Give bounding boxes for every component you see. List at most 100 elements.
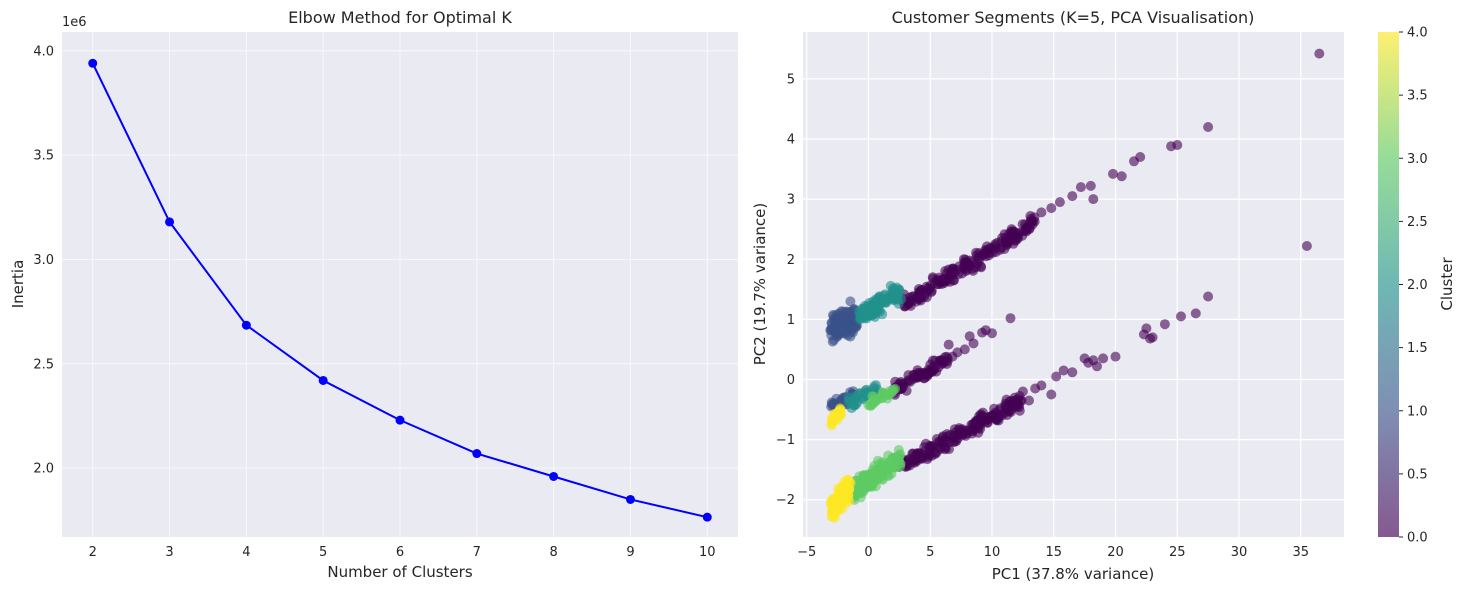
segments-point-cluster-0 <box>1005 313 1016 324</box>
segments-point-cluster-3 <box>882 393 893 404</box>
elbow-x-tick-label: 9 <box>626 545 634 560</box>
segments-point-cluster-0 <box>927 272 938 283</box>
elbow-chart: 2 3 4 5 6 7 8 9 10 2.0 2.5 3.0 3.5 4.0 Elbow Method … <box>9 8 738 581</box>
elbow-y-ticks: 2.0 2.5 3.0 3.5 4.0 <box>33 44 54 476</box>
elbow-data-point <box>472 449 482 459</box>
elbow-x-tick-label: 7 <box>473 545 481 560</box>
segments-point-cluster-0 <box>999 229 1010 240</box>
elbow-data-point <box>702 512 712 522</box>
segments-point-cluster-0 <box>1025 216 1036 227</box>
elbow-data-point <box>318 375 328 385</box>
segments-point-cluster-2 <box>848 399 859 410</box>
segments-point-cluster-0 <box>905 296 916 307</box>
elbow-data-point <box>625 494 635 504</box>
segments-point-cluster-0 <box>972 253 983 263</box>
colorbar-tick-label: 4.0 <box>1407 26 1428 41</box>
segments-point-cluster-3 <box>874 471 885 482</box>
colorbar-label: Cluster <box>1438 257 1456 311</box>
segments-point-cluster-0 <box>1046 389 1057 400</box>
colorbar-ticks: 0.0 0.5 1.0 1.5 2.0 2.5 3.0 3.5 4.0 <box>1399 26 1428 546</box>
segments-point-cluster-3 <box>877 463 888 474</box>
segments-point-cluster-0 <box>1007 398 1018 409</box>
segments-point-cluster-1 <box>850 322 861 333</box>
segments-point-cluster-0 <box>1088 194 1099 205</box>
elbow-y-tick-label: 3.0 <box>33 253 54 268</box>
segments-point-cluster-2 <box>889 293 900 304</box>
segments-y-tick-label: 5 <box>787 72 795 87</box>
elbow-y-offset-label: 1e6 <box>62 15 87 30</box>
segments-point-cluster-0 <box>1024 395 1034 406</box>
segments-point-cluster-2 <box>879 290 890 301</box>
segments-point-cluster-3 <box>853 487 864 498</box>
segments-point-cluster-0 <box>961 428 972 439</box>
segments-point-cluster-0 <box>1054 197 1065 208</box>
segments-point-cluster-3 <box>863 474 874 484</box>
segments-point-cluster-0 <box>1030 383 1041 394</box>
segments-point-cluster-3 <box>863 400 874 411</box>
segments-y-label: PC2 (19.7% variance) <box>751 203 769 366</box>
segments-point-cluster-0 <box>983 250 994 261</box>
segments-point-cluster-0 <box>1166 141 1177 152</box>
segments-point-cluster-0 <box>977 327 988 338</box>
segments-point-cluster-0 <box>968 419 978 430</box>
segments-point-cluster-0 <box>913 448 924 459</box>
segments-points <box>825 48 1325 523</box>
segments-point-cluster-0 <box>1051 371 1062 382</box>
colorbar-tick-label: 0.5 <box>1407 467 1428 482</box>
elbow-grid <box>62 32 738 537</box>
segments-x-tick-label: 5 <box>926 545 934 560</box>
colorbar-tick-label: 2.5 <box>1407 215 1428 230</box>
segments-x-tick-label: 30 <box>1231 545 1248 560</box>
elbow-x-tick-label: 3 <box>165 545 173 560</box>
segments-point-cluster-0 <box>1067 191 1078 202</box>
segments-point-cluster-3 <box>889 457 900 467</box>
elbow-x-tick-label: 5 <box>319 545 327 560</box>
segments-point-cluster-0 <box>937 359 948 369</box>
segments-point-cluster-0 <box>1203 122 1214 132</box>
segments-x-tick-label: 10 <box>984 545 1001 560</box>
segments-point-cluster-0 <box>1083 357 1094 368</box>
segments-y-tick-label: −2 <box>776 493 795 508</box>
segments-point-cluster-0 <box>908 373 919 384</box>
elbow-x-tick-label: 8 <box>549 545 557 560</box>
segments-x-tick-label: 25 <box>1169 545 1186 560</box>
elbow-series <box>88 58 712 522</box>
segments-y-tick-label: −1 <box>776 433 795 448</box>
segments-point-cluster-0 <box>1046 203 1057 214</box>
elbow-x-tick-label: 10 <box>699 545 716 560</box>
segments-point-cluster-0 <box>976 262 987 273</box>
segments-point-cluster-0 <box>1108 168 1118 179</box>
elbow-data-point <box>395 415 405 425</box>
segments-point-cluster-0 <box>1203 291 1214 302</box>
elbow-x-tick-label: 2 <box>89 545 97 560</box>
segments-x-tick-label: 20 <box>1107 545 1124 560</box>
segments-x-label: PC1 (37.8% variance) <box>992 565 1155 583</box>
segments-point-cluster-4 <box>842 474 853 485</box>
segments-y-tick-label: 1 <box>787 313 795 328</box>
segments-point-cluster-0 <box>1098 353 1109 364</box>
segments-y-ticks: −2 −1 0 1 2 3 4 5 <box>776 72 795 508</box>
segments-point-cluster-0 <box>940 266 951 276</box>
segments-x-tick-label: −5 <box>797 545 816 560</box>
colorbar-tick-label: 1.5 <box>1407 341 1428 356</box>
segments-point-cluster-0 <box>964 331 975 342</box>
segments-point-cluster-1 <box>833 328 844 339</box>
segments-point-cluster-2 <box>850 391 861 402</box>
segments-point-cluster-0 <box>947 351 958 362</box>
segments-point-cluster-0 <box>1314 48 1325 59</box>
elbow-y-label: Inertia <box>9 260 27 309</box>
segments-point-cluster-4 <box>842 490 853 501</box>
segments-point-cluster-0 <box>1014 405 1025 416</box>
segments-point-cluster-0 <box>915 295 926 306</box>
elbow-data-point <box>241 320 251 330</box>
segments-point-cluster-0 <box>975 409 986 420</box>
segments-point-cluster-0 <box>1075 182 1086 193</box>
segments-point-cluster-0 <box>932 279 943 289</box>
segments-point-cluster-0 <box>1129 156 1139 167</box>
segments-chart: −5 0 5 10 15 20 25 30 35 −2 −1 0 1 2 3 4 5 Customer Seg… <box>751 8 1456 583</box>
segments-point-cluster-0 <box>1092 361 1102 372</box>
segments-y-tick-label: 2 <box>787 253 795 268</box>
elbow-y-tick-label: 2.0 <box>33 462 54 477</box>
segments-point-cluster-0 <box>940 275 951 286</box>
segments-point-cluster-0 <box>1058 365 1069 376</box>
